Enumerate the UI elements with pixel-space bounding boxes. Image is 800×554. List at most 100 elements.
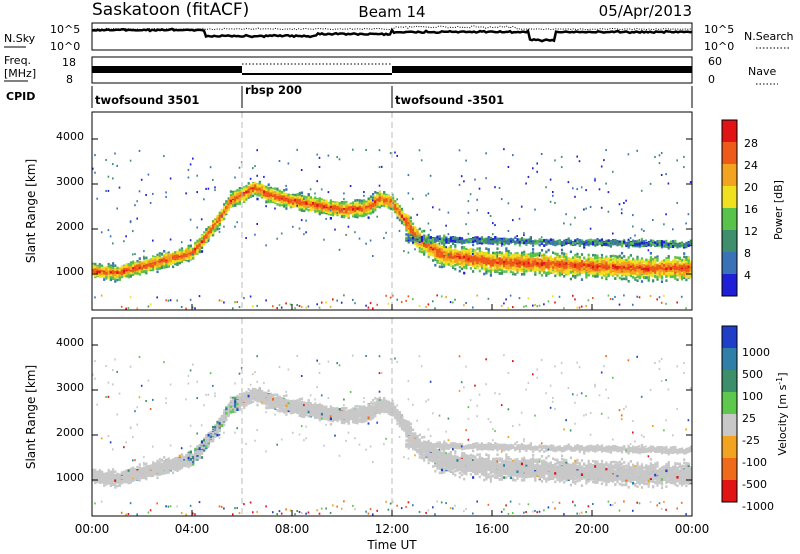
- power-cell: [236, 200, 239, 204]
- power-cell: [205, 231, 208, 235]
- power-cell: [105, 159, 107, 161]
- power-cell: [196, 174, 198, 177]
- power-cell: [354, 231, 356, 234]
- power-cell: [327, 202, 330, 206]
- power-cell: [216, 214, 219, 218]
- power-cell: [398, 229, 401, 232]
- power-cell: [165, 263, 168, 267]
- power-cell: [232, 307, 234, 310]
- power-cell: [247, 182, 250, 185]
- power-cell: [178, 259, 181, 262]
- power-cell: [443, 235, 446, 239]
- power-cell: [185, 250, 188, 253]
- power-cell: [140, 269, 144, 272]
- power-cell: [138, 266, 141, 270]
- power-cell: [152, 264, 155, 268]
- power-cell: [323, 238, 325, 241]
- power-cell: [158, 257, 161, 260]
- power-cell: [436, 246, 439, 249]
- power-cell: [252, 188, 255, 192]
- power-cell: [247, 194, 250, 198]
- power-cell: [334, 206, 337, 210]
- power-cell: [425, 194, 427, 197]
- power-cell: [298, 305, 301, 307]
- power-cell: [438, 208, 441, 211]
- power-cell: [96, 269, 99, 272]
- power-cell: [383, 191, 386, 194]
- power-cell: [152, 192, 154, 195]
- power-cell: [178, 253, 181, 257]
- power-cell: [303, 233, 305, 236]
- cpid-segment-1: twofsound 3501: [95, 93, 199, 107]
- power-cell: [229, 190, 232, 193]
- power-cell: [112, 177, 114, 180]
- power-cell: [118, 274, 121, 277]
- power-cell: [158, 252, 161, 255]
- power-cell: [296, 148, 298, 151]
- power-cell: [134, 264, 137, 267]
- power-cell: [129, 221, 132, 224]
- power-cell: [169, 177, 172, 180]
- power-cell: [129, 271, 132, 275]
- power-cell: [369, 302, 372, 305]
- power-cell: [314, 192, 316, 195]
- power-cell: [387, 206, 390, 209]
- power-cell: [320, 188, 323, 191]
- power-cell: [100, 231, 103, 234]
- power-cell: [396, 298, 398, 301]
- power-cell: [212, 219, 215, 223]
- power-cell: [423, 229, 426, 233]
- power-cell: [440, 237, 444, 240]
- power-cell: [194, 241, 197, 245]
- power-cell: [209, 229, 212, 233]
- power-cell: [227, 199, 230, 203]
- power-cell: [265, 205, 267, 208]
- power-cell: [209, 166, 212, 169]
- power-cell: [149, 303, 152, 306]
- power-cell: [132, 273, 135, 276]
- power-cell: [96, 266, 99, 270]
- power-cell: [305, 306, 307, 309]
- noise-left-label: N.Sky: [4, 32, 36, 45]
- power-cell: [265, 191, 268, 194]
- power-cell: [223, 206, 226, 209]
- power-cell: [300, 205, 304, 209]
- power-cell: [254, 165, 256, 168]
- power-cell: [394, 207, 397, 210]
- power-cell: [163, 155, 165, 158]
- power-cell: [400, 301, 403, 304]
- power-cell: [438, 242, 441, 245]
- power-cell: [180, 241, 183, 244]
- power-cell: [429, 238, 432, 242]
- power-cell: [440, 239, 444, 243]
- power-cell: [169, 259, 172, 263]
- power-cell: [229, 197, 232, 200]
- power-cell: [223, 225, 225, 228]
- power-cell: [423, 234, 426, 238]
- power-cell: [369, 212, 372, 215]
- power-cell: [280, 232, 283, 235]
- power-cell: [196, 250, 199, 254]
- power-cell: [307, 305, 310, 308]
- power-cell: [123, 270, 126, 273]
- power-cell: [136, 268, 139, 271]
- power-cell: [220, 211, 224, 215]
- power-cell: [163, 258, 166, 261]
- power-cell: [167, 299, 170, 302]
- cpid-segment-2: rbsp 200: [245, 83, 302, 97]
- power-cell: [427, 222, 430, 225]
- power-cell: [307, 193, 310, 196]
- power-cell: [103, 271, 106, 275]
- power-cell: [249, 177, 252, 180]
- power-cell: [378, 149, 381, 152]
- power-cell: [147, 173, 150, 176]
- power-cell: [187, 257, 190, 260]
- power-cell: [187, 254, 190, 258]
- power-cell: [316, 204, 319, 207]
- power-cell: [116, 266, 119, 270]
- power-cell: [420, 159, 423, 162]
- power-cell: [194, 250, 197, 254]
- power-cell: [360, 209, 364, 212]
- nave-label: Nave: [748, 65, 776, 78]
- power-cell: [445, 261, 448, 264]
